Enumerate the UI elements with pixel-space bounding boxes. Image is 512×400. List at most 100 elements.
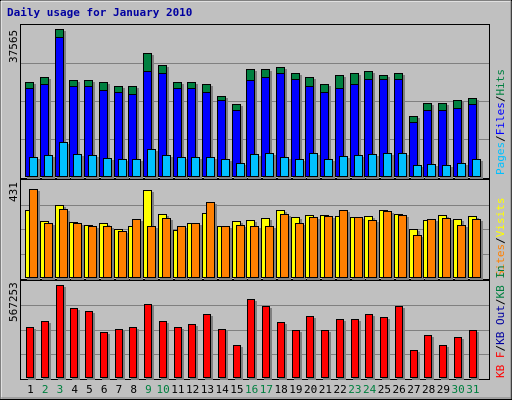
legend-visits: Visits <box>494 198 507 238</box>
bar-sites-day-17 <box>265 226 274 278</box>
bar-pages-day-22 <box>339 156 348 177</box>
bar-sites-day-9 <box>147 226 156 278</box>
bar-sites-day-29 <box>442 218 451 278</box>
x-tick-label: 6 <box>101 383 108 396</box>
bar-sites-day-22 <box>339 210 348 278</box>
bar-kbf-day-19 <box>292 330 300 378</box>
x-tick-label: 27 <box>407 383 420 396</box>
bar-kbf-day-6 <box>100 332 108 378</box>
bar-sites-day-1 <box>29 189 38 278</box>
x-tick-label: 11 <box>171 383 184 396</box>
bar-sites-day-7 <box>118 231 127 278</box>
legend-kbf: KB F <box>494 352 507 379</box>
bar-kbf-day-7 <box>115 329 123 378</box>
bar-pages-day-3 <box>59 142 68 177</box>
bar-kbf-day-30 <box>454 337 462 378</box>
bar-kbf-day-20 <box>306 316 314 378</box>
bar-pages-day-5 <box>88 155 97 177</box>
bar-pages-day-25 <box>383 153 392 177</box>
bar-kbf-day-13 <box>203 314 211 378</box>
bar-pages-day-9 <box>147 149 156 177</box>
bar-pages-day-17 <box>265 153 274 177</box>
legend-pages: Pages <box>494 142 507 175</box>
bar-kbf-day-23 <box>351 319 359 378</box>
bar-pages-day-6 <box>103 158 112 177</box>
legend-sites: Sites <box>494 244 507 277</box>
bar-pages-day-15 <box>236 163 245 177</box>
bar-sites-day-18 <box>280 214 289 278</box>
x-tick-label: 4 <box>71 383 78 396</box>
x-tick-label: 23 <box>348 383 361 396</box>
bar-kbf-day-8 <box>129 327 137 378</box>
bar-kbf-day-14 <box>218 329 226 378</box>
y-axis-max-hits: 37565 <box>7 30 20 63</box>
bar-pages-day-4 <box>73 154 82 177</box>
bar-sites-day-30 <box>457 225 466 278</box>
bar-pages-day-1 <box>29 157 38 177</box>
bar-sites-day-13 <box>206 202 215 278</box>
bar-sites-day-5 <box>88 226 97 278</box>
x-tick-label: 16 <box>245 383 258 396</box>
bar-pages-day-11 <box>177 157 186 177</box>
y-axis-max-kbf: 567253 <box>7 282 20 322</box>
bar-sites-day-24 <box>368 220 377 278</box>
x-tick-label: 15 <box>230 383 243 396</box>
x-tick-label: 17 <box>260 383 273 396</box>
bar-pages-day-12 <box>191 157 200 177</box>
bar-sites-day-20 <box>309 217 318 278</box>
bar-sites-day-8 <box>132 219 141 278</box>
bar-kbf-day-28 <box>424 335 432 378</box>
bar-pages-day-2 <box>44 155 53 177</box>
bar-sites-day-11 <box>177 226 186 278</box>
bar-sites-day-26 <box>398 215 407 278</box>
bar-pages-day-31 <box>472 159 481 177</box>
bar-sites-day-2 <box>44 223 53 278</box>
x-tick-label: 22 <box>334 383 347 396</box>
x-tick-label: 5 <box>86 383 93 396</box>
x-tick-label: 30 <box>452 383 465 396</box>
bar-pages-day-29 <box>442 165 451 177</box>
bar-sites-day-27 <box>413 235 422 278</box>
bar-kbf-day-4 <box>70 308 78 378</box>
x-tick-label: 12 <box>186 383 199 396</box>
x-tick-label: 2 <box>42 383 49 396</box>
bar-kbf-day-29 <box>439 345 447 378</box>
bar-kbf-day-26 <box>395 306 403 378</box>
x-tick-label: 10 <box>157 383 170 396</box>
bar-kbf-day-16 <box>247 299 255 378</box>
bar-pages-day-24 <box>368 154 377 177</box>
bar-sites-day-6 <box>103 226 112 278</box>
x-tick-label: 29 <box>437 383 450 396</box>
legend-hits-panel: Pages/Files/Hits <box>494 69 507 175</box>
bar-kbf-day-12 <box>188 324 196 378</box>
x-tick-label: 21 <box>319 383 332 396</box>
bar-sites-day-16 <box>250 226 259 278</box>
bar-kbf-day-21 <box>321 330 329 378</box>
legend-kbin: KB In <box>494 265 507 298</box>
bar-pages-day-21 <box>324 159 333 177</box>
bar-kbf-day-24 <box>365 314 373 378</box>
bar-pages-day-23 <box>354 155 363 177</box>
legend-visits-panel: Sites/Visits <box>494 198 507 278</box>
bar-kbf-day-10 <box>159 321 167 378</box>
bar-pages-day-18 <box>280 157 289 177</box>
y-axis-max-visits: 431 <box>7 182 20 202</box>
legend-hits: Hits <box>494 69 507 96</box>
bar-sites-day-14 <box>221 226 230 278</box>
x-tick-label: 28 <box>422 383 435 396</box>
bar-pages-day-26 <box>398 153 407 177</box>
bar-sites-day-28 <box>427 219 436 278</box>
bar-kbf-day-9 <box>144 304 152 378</box>
legend-kbf-panel: KB F/KB Out/KB In <box>494 265 507 378</box>
bar-kbf-day-11 <box>174 327 182 378</box>
x-tick-label: 24 <box>363 383 377 396</box>
bar-sites-day-12 <box>191 223 200 278</box>
bar-kbf-day-2 <box>41 321 49 378</box>
bar-kbf-day-22 <box>336 319 344 378</box>
bar-pages-day-16 <box>250 154 259 177</box>
x-tick-label: 9 <box>145 383 152 396</box>
bar-sites-day-23 <box>354 217 363 278</box>
legend-kbout: KB Out <box>494 305 507 345</box>
bar-sites-day-15 <box>236 225 245 278</box>
